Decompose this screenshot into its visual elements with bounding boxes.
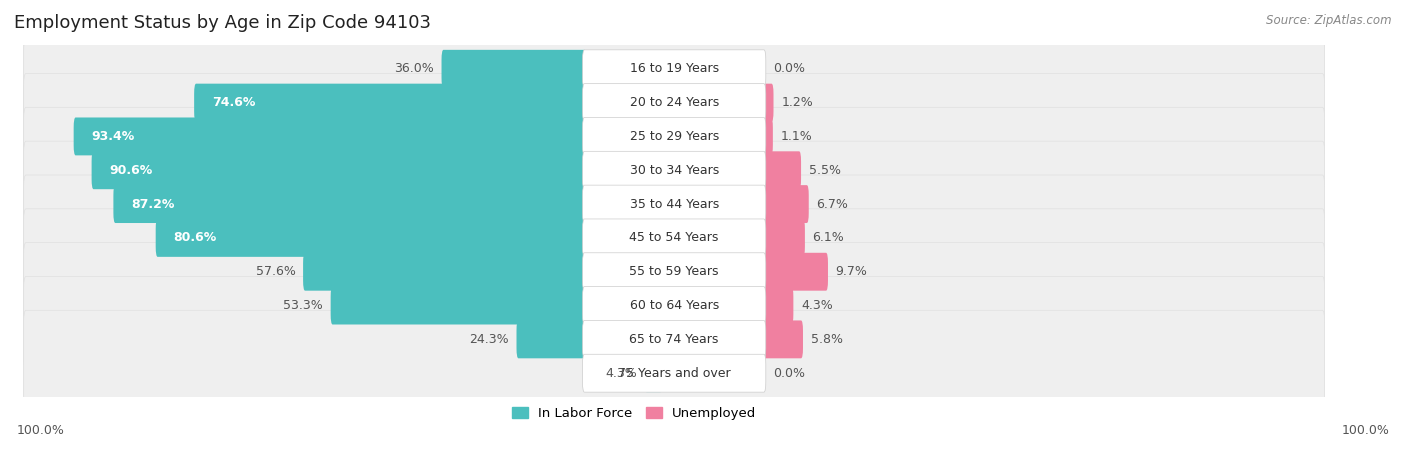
Text: 100.0%: 100.0% — [1341, 424, 1389, 437]
Text: 0.0%: 0.0% — [773, 62, 806, 75]
Text: 6.1%: 6.1% — [813, 231, 845, 244]
Text: 16 to 19 Years: 16 to 19 Years — [630, 62, 718, 75]
Legend: In Labor Force, Unemployed: In Labor Force, Unemployed — [506, 402, 762, 425]
FancyBboxPatch shape — [762, 320, 803, 358]
FancyBboxPatch shape — [582, 151, 766, 189]
Text: 45 to 54 Years: 45 to 54 Years — [630, 231, 718, 244]
Text: 100.0%: 100.0% — [17, 424, 65, 437]
FancyBboxPatch shape — [91, 151, 586, 189]
FancyBboxPatch shape — [441, 50, 586, 87]
FancyBboxPatch shape — [582, 320, 766, 358]
FancyBboxPatch shape — [582, 117, 766, 155]
FancyBboxPatch shape — [762, 117, 773, 155]
Text: 93.4%: 93.4% — [91, 130, 135, 143]
FancyBboxPatch shape — [114, 185, 586, 223]
FancyBboxPatch shape — [762, 185, 808, 223]
Text: 53.3%: 53.3% — [283, 299, 323, 312]
Text: 65 to 74 Years: 65 to 74 Years — [630, 333, 718, 346]
FancyBboxPatch shape — [24, 276, 1324, 402]
FancyBboxPatch shape — [156, 219, 586, 257]
FancyBboxPatch shape — [330, 287, 586, 325]
FancyBboxPatch shape — [24, 175, 1324, 301]
FancyBboxPatch shape — [582, 219, 766, 257]
FancyBboxPatch shape — [24, 310, 1324, 436]
FancyBboxPatch shape — [582, 354, 766, 392]
FancyBboxPatch shape — [24, 74, 1324, 199]
FancyBboxPatch shape — [304, 253, 586, 290]
FancyBboxPatch shape — [762, 287, 793, 325]
Text: 4.3%: 4.3% — [605, 367, 637, 380]
FancyBboxPatch shape — [24, 40, 1324, 166]
Text: 36.0%: 36.0% — [394, 62, 434, 75]
FancyBboxPatch shape — [762, 151, 801, 189]
FancyBboxPatch shape — [24, 209, 1324, 335]
Text: 90.6%: 90.6% — [110, 164, 153, 177]
FancyBboxPatch shape — [24, 107, 1324, 233]
Text: 74.6%: 74.6% — [212, 96, 256, 109]
Text: 5.5%: 5.5% — [808, 164, 841, 177]
Text: 55 to 59 Years: 55 to 59 Years — [630, 265, 718, 278]
Text: 5.8%: 5.8% — [811, 333, 842, 346]
FancyBboxPatch shape — [73, 117, 586, 155]
Text: 1.1%: 1.1% — [780, 130, 813, 143]
Text: 6.7%: 6.7% — [817, 198, 848, 211]
Text: 87.2%: 87.2% — [131, 198, 174, 211]
Text: 75 Years and over: 75 Years and over — [617, 367, 731, 380]
Text: 80.6%: 80.6% — [173, 231, 217, 244]
Text: Employment Status by Age in Zip Code 94103: Employment Status by Age in Zip Code 941… — [14, 14, 432, 32]
Text: 57.6%: 57.6% — [256, 265, 295, 278]
FancyBboxPatch shape — [762, 253, 828, 290]
FancyBboxPatch shape — [194, 83, 586, 121]
FancyBboxPatch shape — [582, 253, 766, 290]
Text: 9.7%: 9.7% — [835, 265, 868, 278]
Text: 60 to 64 Years: 60 to 64 Years — [630, 299, 718, 312]
FancyBboxPatch shape — [516, 320, 586, 358]
FancyBboxPatch shape — [645, 354, 662, 392]
Text: 25 to 29 Years: 25 to 29 Years — [630, 130, 718, 143]
FancyBboxPatch shape — [24, 6, 1324, 132]
Text: 35 to 44 Years: 35 to 44 Years — [630, 198, 718, 211]
Text: Source: ZipAtlas.com: Source: ZipAtlas.com — [1267, 14, 1392, 27]
Text: 20 to 24 Years: 20 to 24 Years — [630, 96, 718, 109]
Text: 30 to 34 Years: 30 to 34 Years — [630, 164, 718, 177]
FancyBboxPatch shape — [582, 287, 766, 325]
FancyBboxPatch shape — [582, 50, 766, 87]
FancyBboxPatch shape — [24, 141, 1324, 267]
FancyBboxPatch shape — [582, 185, 766, 223]
FancyBboxPatch shape — [582, 83, 766, 121]
FancyBboxPatch shape — [762, 83, 773, 121]
FancyBboxPatch shape — [24, 243, 1324, 368]
Text: 0.0%: 0.0% — [773, 367, 806, 380]
Text: 1.2%: 1.2% — [782, 96, 813, 109]
FancyBboxPatch shape — [762, 219, 804, 257]
Text: 4.3%: 4.3% — [801, 299, 832, 312]
Text: 24.3%: 24.3% — [470, 333, 509, 346]
